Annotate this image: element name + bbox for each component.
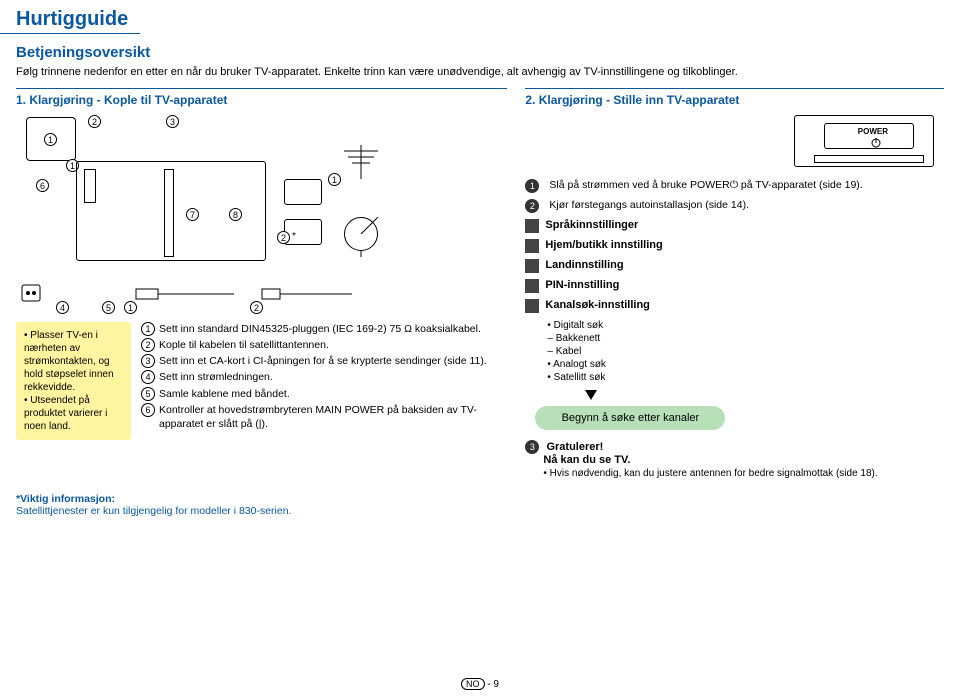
block-sq-4	[525, 279, 539, 293]
important-body: Satellittjenester er kun tilgjengelig fo…	[16, 505, 291, 517]
important-head: *Viktig informasjon:	[16, 493, 115, 505]
subheading: Betjeningsoversikt	[0, 34, 960, 65]
circ-r2: 2	[277, 231, 290, 244]
step-list: 1 Sett inn standard DIN45325-pluggen (IEC…	[141, 322, 507, 433]
step-num-2: 2	[141, 338, 155, 352]
circ-5: 5	[102, 301, 115, 314]
circ-2: 2	[88, 115, 101, 128]
step-num-5: 5	[141, 387, 155, 401]
congrats-sub: Nå kan du se TV.	[543, 454, 630, 466]
block-3: Landinnstilling	[545, 259, 623, 271]
left-column: 1. Klargjøring - Kople til TV-apparatet …	[16, 88, 507, 479]
opt-3: Kabel	[547, 345, 944, 358]
page-title: Hurtigguide	[0, 0, 140, 34]
yellow-line-1: Plasser TV-en i nærheten av strømkontakt…	[24, 329, 123, 394]
step-1: Sett inn standard DIN45325-pluggen (IEC …	[159, 322, 481, 336]
power-icon	[870, 137, 882, 149]
connection-diagram: 2 3 1 1 6 7 8 1 2 *	[16, 113, 507, 273]
step-4: Sett inn strømledningen.	[159, 370, 273, 384]
asterisk: *	[292, 231, 296, 242]
block-1: Språkinnstillinger	[545, 219, 638, 231]
block-sq-5	[525, 299, 539, 313]
section-2-head: 2. Klargjøring - Stille inn TV-apparatet	[525, 88, 944, 107]
right-intro-2: Kjør førstegangs autoinstallasjon (side …	[549, 199, 749, 211]
circ-6: 6	[36, 179, 49, 192]
congrats-head: Gratulerer!	[546, 441, 603, 453]
block-sq-1	[525, 219, 539, 233]
step-2: Kople til kabelen til satellittantennen.	[159, 338, 329, 352]
circ-1a: 1	[44, 133, 57, 146]
search-options: Digitalt søk Bakkenett Kabel Analogt søk…	[525, 319, 944, 384]
dark-num-1: 1	[525, 179, 539, 193]
important-note: *Viktig informasjon: Satellittjenester e…	[16, 493, 944, 517]
block-5: Kanalsøk-innstilling	[545, 299, 650, 311]
opt-1: Digitalt søk	[547, 319, 944, 332]
coax-icon	[134, 279, 244, 309]
step-num-1: 1	[141, 322, 155, 336]
step-3: Sett inn et CA-kort i CI-åpningen for å …	[159, 354, 487, 368]
circ-3: 3	[166, 115, 179, 128]
step-num-3: 3	[141, 354, 155, 368]
antenna-icon	[336, 141, 386, 181]
circ-7: 7	[186, 208, 199, 221]
power-diagram: POWER	[525, 113, 944, 173]
dark-num-3: 3	[525, 440, 539, 454]
right-column: 2. Klargjøring - Stille inn TV-apparatet…	[525, 88, 944, 479]
block-sq-2	[525, 239, 539, 253]
opt-4: Analogt søk	[547, 358, 944, 371]
arrow-down-icon	[585, 390, 597, 400]
dark-num-2: 2	[525, 199, 539, 213]
intro-text: Følg trinnene nedenfor en etter en når d…	[0, 65, 960, 88]
yellow-line-2: Utseendet på produktet varierer i noen l…	[24, 394, 123, 433]
plug-icon	[18, 279, 48, 309]
opt-5: Satellitt søk	[547, 371, 944, 384]
congrats-bullet: Hvis nødvendig, kan du justere antennen …	[543, 468, 944, 479]
yellow-note-box: Plasser TV-en i nærheten av strømkontakt…	[16, 322, 131, 440]
right-intro-1: Slå på strømmen ved å bruke POWER⏻ på TV…	[549, 179, 862, 192]
step-6: Kontroller at hovedstrømbryteren MAIN PO…	[159, 403, 507, 431]
circ-4: 4	[56, 301, 69, 314]
green-action-box: Begynn å søke etter kanaler	[535, 406, 725, 430]
page-footer: NO - 9	[0, 679, 960, 690]
power-label: POWER	[858, 127, 888, 136]
section-1-head: 1. Klargjøring - Kople til TV-apparatet	[16, 88, 507, 107]
plug-row-diagram: 4 5 1 2	[16, 273, 507, 318]
step-num-6: 6	[141, 403, 155, 417]
block-2: Hjem/butikk innstilling	[545, 239, 662, 251]
sat-cable-icon	[260, 279, 360, 309]
opt-2: Bakkenett	[547, 332, 944, 345]
block-sq-3	[525, 259, 539, 273]
block-4: PIN-innstilling	[545, 279, 619, 291]
circ-8: 8	[229, 208, 242, 221]
dish-arm-icon	[344, 217, 384, 257]
step-5: Samle kablene med båndet.	[159, 387, 290, 401]
congrats-block: 3 Gratulerer! Nå kan du se TV. Hvis nødv…	[525, 440, 944, 479]
step-num-4: 4	[141, 370, 155, 384]
page-number: - 9	[487, 679, 499, 690]
